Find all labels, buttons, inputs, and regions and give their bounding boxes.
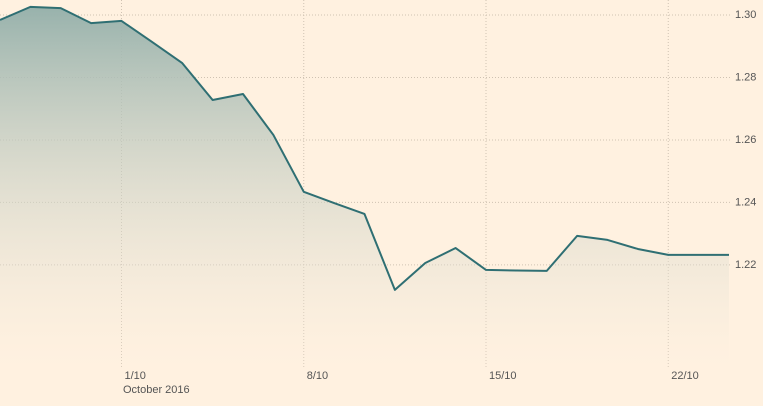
line — [0, 5, 729, 291]
y-tick-label: 1.22 — [735, 259, 756, 271]
x-tick-label: 8/10 — [307, 370, 328, 382]
y-tick-label: 1.26 — [735, 134, 756, 146]
area — [0, 6, 729, 368]
y-tick-label: 1.24 — [735, 196, 756, 208]
y-tick-label: 1.30 — [735, 9, 756, 21]
y-tick-label: 1.28 — [735, 71, 756, 83]
x-tick-label: 22/10 — [671, 370, 699, 382]
x-annotation: October 2016 — [123, 384, 190, 396]
x-tick-label: 1/10 — [125, 370, 146, 382]
x-tick-label: 15/10 — [489, 370, 517, 382]
